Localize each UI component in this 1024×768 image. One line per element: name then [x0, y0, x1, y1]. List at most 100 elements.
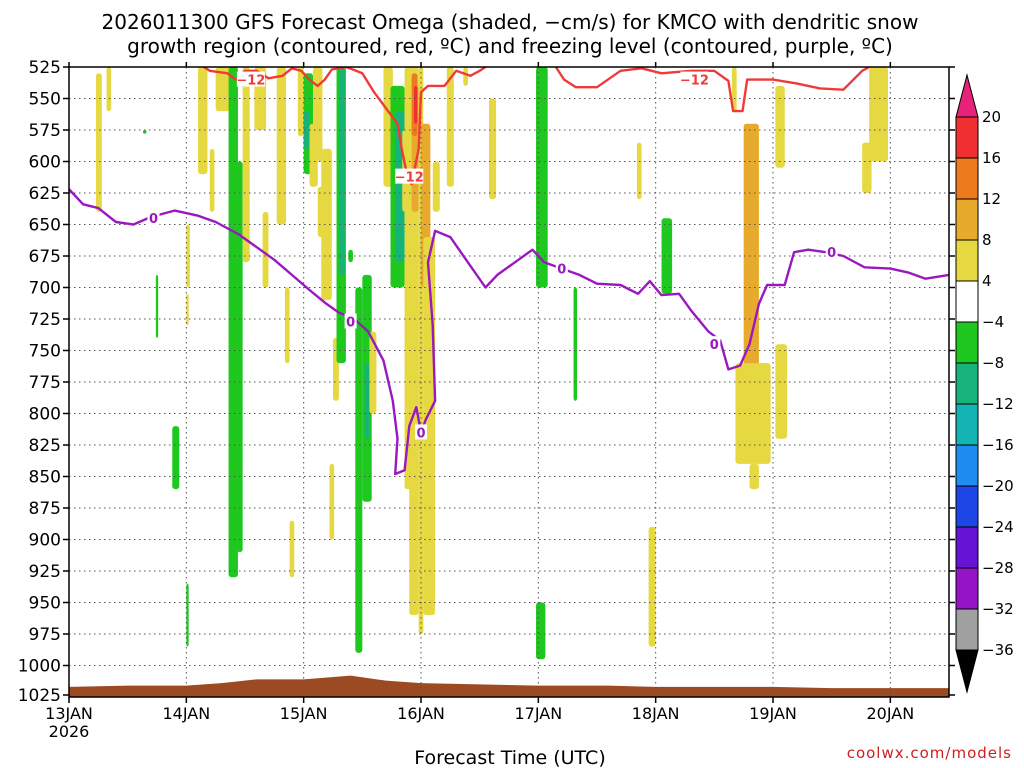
- contour-label-bg: [236, 71, 265, 87]
- omega-cell: [297, 67, 304, 137]
- omega-cell: [313, 67, 323, 162]
- colorbar-legend: 20 16 12 8 4 −4 −8 −12 −16 −20 −24 −28 −32 −36: [955, 73, 1014, 694]
- contour-label-bg: [555, 260, 568, 276]
- omega-cell: [348, 249, 353, 263]
- omega-cell: [648, 526, 656, 647]
- omega-cell: [289, 520, 295, 578]
- omega-cell: [775, 85, 785, 168]
- contour-label-bg: [825, 244, 838, 260]
- omega-cell: [95, 73, 102, 212]
- y-axis-ticks: 525 550 575 600 625 650 675 700 725 750 775 800 825 8…: [18, 58, 955, 706]
- colorbar-box: [955, 526, 979, 569]
- colorbar-label: −28: [982, 559, 1014, 577]
- omega-cell: [186, 293, 189, 326]
- omega-cell: [463, 67, 468, 86]
- omega-cell: [186, 224, 190, 288]
- y-tick-label: 525: [29, 58, 61, 78]
- contour-label: 0: [827, 246, 836, 261]
- omega-shading: [95, 67, 888, 660]
- y-tick-label: 1000: [18, 657, 61, 677]
- omega-cell: [329, 463, 335, 540]
- x-tick-label: 17JAN: [514, 704, 562, 723]
- y-tick-label: 575: [29, 121, 61, 141]
- colorbar-box: [955, 403, 979, 446]
- contour-label: 0: [346, 316, 355, 331]
- colorbar-label: 20: [982, 108, 1001, 126]
- colorbar-label: −32: [982, 600, 1014, 618]
- x-tick-label: 14JAN: [162, 704, 210, 723]
- x-tick-label: 18JAN: [632, 704, 680, 723]
- chart-title-line2: growth region (contoured, red, ºC) and f…: [127, 34, 893, 58]
- y-tick-label: 900: [29, 531, 61, 551]
- omega-cell: [106, 67, 112, 112]
- colorbar-box: [955, 280, 979, 323]
- omega-cell: [209, 148, 215, 212]
- contour-label: −12: [395, 171, 424, 186]
- y-tick-label: 825: [29, 436, 61, 456]
- contour-label: 0: [710, 338, 719, 353]
- ground-surface: [69, 675, 949, 697]
- x-tick-label: 15JAN: [280, 704, 328, 723]
- omega-cell: [364, 363, 370, 439]
- x-tick-label: 16JAN: [397, 704, 445, 723]
- contour-label-bg: [680, 71, 709, 87]
- x-tick-label: 20JAN: [866, 704, 914, 723]
- omega-cell: [775, 344, 788, 439]
- colorbar-label: −24: [982, 518, 1014, 536]
- y-tick-label: 675: [29, 247, 61, 267]
- omega-cell: [303, 111, 310, 149]
- colorbar-box: [955, 567, 979, 610]
- colorbar-box: [955, 116, 979, 159]
- contour-label: 0: [557, 263, 566, 278]
- omega-cell: [142, 130, 147, 134]
- colorbar-box: [955, 321, 979, 364]
- contour-label-bg: [708, 336, 721, 352]
- y-tick-label: 975: [29, 625, 61, 645]
- colorbar-label: 4: [982, 272, 992, 290]
- colorbar-label: 16: [982, 149, 1001, 167]
- colorbar-label: −36: [982, 641, 1014, 659]
- omega-cell: [284, 287, 290, 364]
- contour-label: −12: [680, 74, 709, 89]
- y-tick-label: 725: [29, 310, 61, 330]
- omega-cell: [236, 161, 243, 553]
- colorbar-bottom-arrow: [955, 649, 979, 694]
- y-tick-label: 600: [29, 153, 61, 173]
- omega-cell: [242, 67, 250, 263]
- x-axis-label: Forecast Time (UTC): [414, 747, 605, 768]
- contour-label-bg: [344, 313, 357, 329]
- omega-cell: [186, 583, 189, 647]
- y-tick-label: 750: [29, 342, 61, 362]
- colorbar-box: [955, 198, 979, 241]
- omega-cell: [321, 148, 332, 301]
- contour-label: 0: [149, 212, 158, 227]
- omega-cell: [735, 363, 771, 464]
- omega-cell: [661, 218, 673, 294]
- colorbar-label: −12: [982, 395, 1014, 413]
- grid-lines: [69, 67, 949, 697]
- chart-title-line1: 2026011300 GFS Forecast Omega (shaded, −…: [102, 10, 919, 34]
- contour-label: 0: [416, 426, 425, 441]
- ground-area: [69, 675, 949, 697]
- x-tick-label: 13JAN: [45, 704, 93, 723]
- colorbar-label: −8: [982, 354, 1004, 372]
- colorbar-box: [955, 485, 979, 528]
- x-tick-sublabel: 2026: [49, 722, 90, 741]
- contours: [69, 67, 949, 476]
- omega-cell: [172, 426, 180, 490]
- omega-cell: [413, 85, 418, 124]
- colorbar-box: [955, 608, 979, 651]
- y-tick-label: 775: [29, 373, 61, 393]
- y-tick-label: 925: [29, 562, 61, 582]
- contour-label-bg: [395, 168, 424, 184]
- contour-labels: 0 0 0 0 0 0 −12 −12 −12: [147, 71, 838, 441]
- colorbar-box: [955, 362, 979, 405]
- omega-cell: [869, 67, 888, 162]
- omega-cell: [276, 67, 287, 225]
- contour-label-bg: [147, 210, 160, 226]
- colorbar-box: [955, 157, 979, 200]
- y-tick-label: 625: [29, 184, 61, 204]
- omega-cell: [155, 274, 159, 338]
- omega-cell: [535, 67, 548, 288]
- colorbar-label: 8: [982, 231, 992, 249]
